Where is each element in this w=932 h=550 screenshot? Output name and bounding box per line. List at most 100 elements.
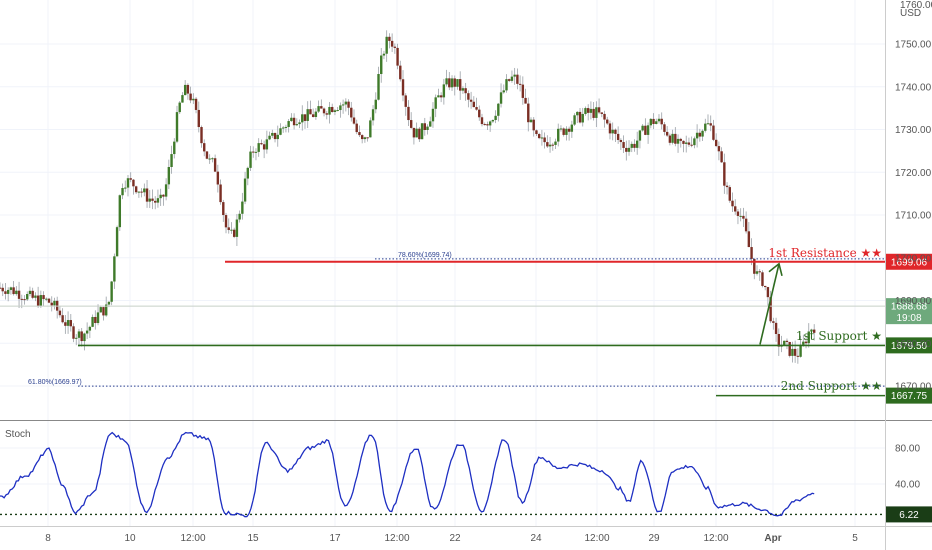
candle-body (537, 134, 541, 139)
candle-body (110, 281, 113, 302)
candle-body (227, 227, 230, 231)
candle-body (755, 271, 759, 274)
candle-body (796, 355, 800, 357)
candle-body (121, 188, 124, 196)
candle-body (404, 95, 407, 107)
candle-body (813, 329, 816, 333)
candle-body (344, 101, 348, 105)
candle-body (783, 340, 786, 345)
candle-body (603, 113, 606, 120)
time-tick-label: 24 (530, 533, 542, 544)
time-tick-label: 12:00 (703, 533, 728, 544)
candle-body (363, 137, 367, 140)
candle-body (445, 78, 448, 85)
candle-body (118, 195, 122, 228)
candle-body (355, 123, 358, 133)
candle-body (510, 76, 514, 81)
candle-body (543, 137, 546, 143)
candle-body (415, 128, 418, 138)
candle-body (170, 154, 173, 167)
candle-body (804, 341, 808, 344)
candle-body (758, 271, 761, 273)
candle-body (679, 138, 682, 141)
candle-body (565, 128, 568, 135)
candle-body (559, 128, 563, 130)
current-price-badge[interactable] (886, 298, 932, 325)
candle-body (186, 84, 190, 94)
candle-body (380, 55, 383, 75)
candle-body (145, 188, 149, 202)
candle-body (546, 142, 549, 147)
candle-body (600, 112, 603, 114)
candle-body (279, 128, 282, 135)
candle-body (224, 215, 228, 228)
candle-body (695, 132, 699, 139)
candle-body (793, 348, 797, 356)
candle-body (205, 151, 209, 159)
candle-body (734, 206, 737, 212)
level-label: 1st Resistance ★★ (768, 246, 882, 260)
stoch-reference-badge (886, 506, 932, 523)
time-tick-label: 8 (45, 533, 51, 544)
time-tick-label: 12:00 (384, 533, 409, 544)
candle-body (557, 128, 560, 142)
candle-body (570, 124, 574, 132)
candle-body (518, 83, 522, 85)
candle-body (573, 115, 576, 125)
candle-body (80, 331, 83, 342)
stoch-tick-label: 80.00 (895, 444, 920, 455)
candle-body (298, 122, 301, 125)
candle-body (290, 117, 293, 122)
candle-body (66, 320, 70, 326)
candle-body (655, 121, 658, 124)
candle-body (249, 151, 252, 168)
candle-body (766, 287, 770, 298)
candle-body (638, 130, 642, 141)
candle-body (747, 231, 751, 248)
candle-body (83, 333, 86, 342)
candle-body (810, 329, 813, 332)
candle-body (472, 101, 476, 108)
candle-body (47, 298, 51, 303)
candle-body (464, 88, 467, 94)
candle-body (494, 115, 497, 120)
candle-body (151, 198, 154, 201)
time-axis[interactable]: 8 10 12:00 15 17 12:00 22 24 12:00 29 12:00 Apr 5 (45, 533, 858, 544)
candle-body (189, 93, 192, 101)
candle-body (807, 331, 810, 344)
candle-body (143, 188, 146, 193)
candle-body (26, 294, 29, 300)
candle-body (366, 137, 369, 139)
price-tick-label: 1740.00 (895, 82, 932, 93)
candle-body (265, 139, 269, 150)
candle-body (439, 95, 443, 98)
candle-body (243, 178, 247, 202)
candle-body (159, 194, 162, 199)
candle-body (222, 202, 225, 216)
candle-body (282, 127, 285, 129)
candle-body (456, 79, 459, 87)
candle-body (12, 287, 15, 295)
candle-body (203, 143, 206, 152)
candle-body (646, 125, 650, 135)
candle-body (739, 215, 742, 217)
price-axis[interactable]: 1750.00 1740.00 1730.00 1720.00 1710.00 1700.… (895, 40, 932, 491)
candle-body (412, 127, 416, 138)
candle-body (388, 36, 391, 41)
candle-body (23, 299, 26, 301)
candle-body (208, 158, 211, 160)
candle-body (529, 119, 533, 123)
candle-body (322, 108, 326, 114)
candle-body (254, 151, 258, 153)
candle-body (467, 93, 470, 100)
candle-body (1, 287, 4, 292)
candle-body (88, 326, 92, 331)
price-tick-label: 1690.00 (895, 296, 932, 307)
candle-body (551, 144, 554, 146)
candle-body (772, 321, 775, 323)
candle-body (396, 47, 399, 66)
candle-body (562, 128, 565, 135)
candle-body (167, 166, 171, 185)
candle-body (390, 40, 394, 47)
